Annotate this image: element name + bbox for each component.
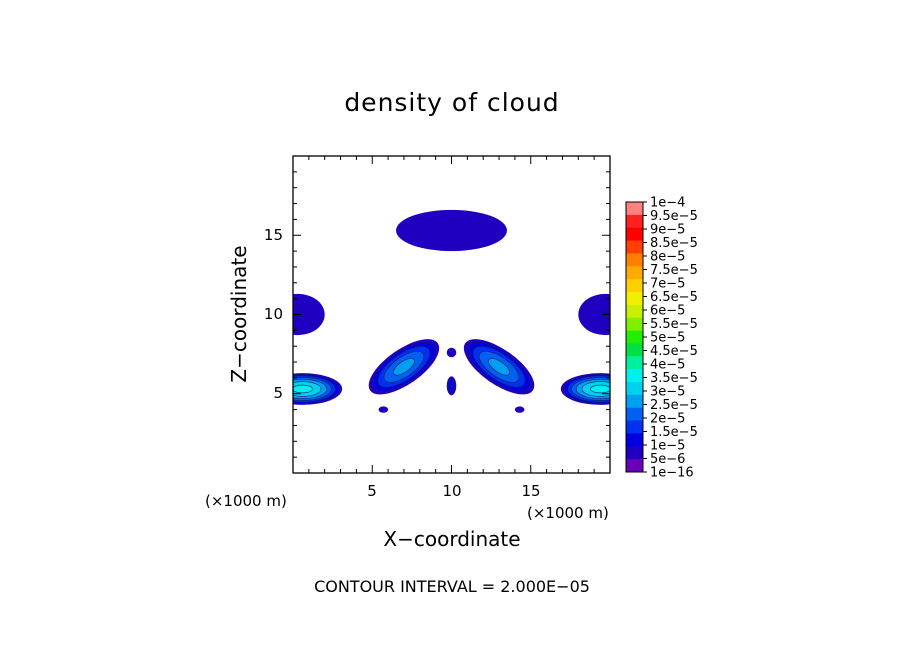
colorbar-swatch [626,459,643,473]
colorbar-swatch [626,279,643,293]
colorbar-swatch [626,394,643,409]
cloud-blob [463,339,535,395]
colorbar: 1e−49.5e−59e−58.5e−58e−57.5e−57e−56.5e−5… [625,196,698,481]
colorbar-swatch [626,446,643,460]
colorbar-label: 5.5e−5 [650,317,698,332]
colorbar-label: 9e−5 [650,223,685,238]
colorbar-label: 1.5e−5 [650,425,698,440]
colorbar-label: 8.5e−5 [650,236,698,251]
colorbar-label: 1e−4 [650,196,685,211]
contour-interval-label: CONTOUR INTERVAL = 2.000E−05 [314,577,590,596]
plot-frame [292,155,611,474]
colorbar-swatch [626,266,643,280]
cloud-blob [396,209,507,252]
colorbar-label: 1e−16 [650,466,694,481]
x-tick-label-5: 5 [367,482,377,500]
contour-band [446,347,457,358]
colorbar-swatch [626,240,643,254]
colorbar-swatch [626,356,643,370]
colorbar-label: 6e−5 [650,304,685,319]
colorbar-swatch [626,420,643,434]
cloud-blob [293,373,343,405]
colorbar-swatch [626,227,643,242]
colorbar-label: 3.5e−5 [650,371,698,386]
y-tick-label-15: 15 [264,226,283,244]
colorbar-swatch [626,202,643,216]
contour-band [293,384,313,394]
y-tick-label-10: 10 [264,305,283,323]
contour-band [396,209,507,252]
contour-band [488,358,510,376]
colorbar-label: 4e−5 [650,358,685,373]
colorbar-swatch [626,317,643,332]
x-tick-label-15: 15 [521,482,540,500]
plot-data-layer [293,209,610,413]
contour-band [450,384,453,388]
cloud-blob [368,339,440,395]
contour-band [378,406,389,413]
cloud-blob [378,406,389,413]
contour-band [393,358,415,376]
colorbar-swatch [626,304,643,319]
colorbar-label: 3e−5 [650,385,685,400]
colorbar-label: 7.5e−5 [650,263,698,278]
colorbar-swatch [626,343,643,357]
colorbar-label: 2e−5 [650,412,685,427]
colorbar-swatch [626,382,643,396]
colorbar-label: 6.5e−5 [650,290,698,305]
colorbar-label: 5e−6 [650,452,685,467]
x-unit-label-right: (×1000 m) [527,504,609,522]
x-axis-title: X−coordinate [383,527,520,551]
colorbar-label: 5e−5 [650,331,685,346]
cloud-blob [446,347,457,358]
cloud-blob [293,293,325,336]
contour-band [590,384,610,394]
y-axis-title: Z−coordinate [227,245,251,382]
axis-ticks [292,155,611,474]
colorbar-label: 9.5e−5 [650,209,698,224]
cloud-blob [446,376,457,396]
y-tick-label-5: 5 [273,384,283,402]
contour-band [578,293,610,336]
cloud-blob [514,406,525,413]
colorbar-label: 1e−5 [650,439,685,454]
contour-band [514,406,525,413]
colorbar-swatch [626,369,643,383]
colorbar-swatch [626,292,643,306]
colorbar-swatch [626,330,643,344]
contour-band [293,293,325,336]
chart-title: density of cloud [344,88,559,117]
colorbar-swatch [626,433,643,447]
colorbar-label: 7e−5 [650,277,685,292]
colorbar-swatch [626,407,643,422]
colorbar-swatch [626,253,643,267]
x-unit-label-left: (×1000 m) [205,492,287,510]
colorbar-label: 4.5e−5 [650,344,698,359]
colorbar-label: 2.5e−5 [650,398,698,413]
colorbar-swatch [626,214,643,229]
colorbar-label: 8e−5 [650,250,685,265]
x-tick-label-10: 10 [442,482,461,500]
cloud-blob [560,373,610,405]
